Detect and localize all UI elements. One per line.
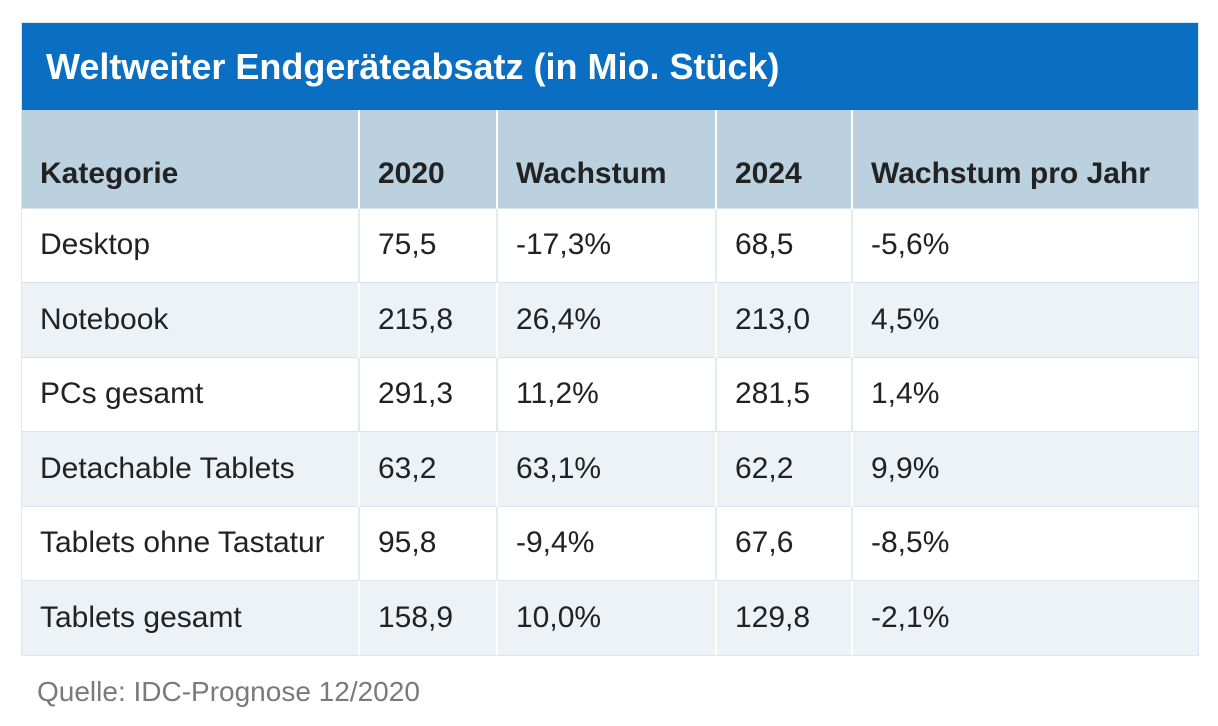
cell-wachstum: -9,4% [496, 505, 716, 581]
cell-2024: 281,5 [715, 356, 852, 432]
cell-2020: 215,8 [358, 282, 497, 357]
cell-kategorie: Detachable Tablets [22, 431, 359, 506]
header-row: Kategorie 2020 Wachstum 2024 Wachstum pr… [22, 110, 1198, 208]
cell-2024: 67,6 [715, 505, 852, 581]
cell-wachstum-pro-jahr: -8,5% [851, 505, 1198, 581]
table-row: Tablets ohne Tastatur 95,8 -9,4% 67,6 -8… [22, 505, 1198, 581]
cell-wachstum-pro-jahr: -5,6% [851, 207, 1198, 283]
cell-wachstum-pro-jahr: 4,5% [851, 282, 1198, 357]
cell-2024: 129,8 [715, 580, 852, 655]
cell-wachstum: 26,4% [496, 282, 716, 357]
table-row: Desktop 75,5 -17,3% 68,5 -5,6% [22, 207, 1198, 283]
column-header-2020: 2020 [358, 110, 497, 208]
cell-2024: 62,2 [715, 431, 852, 506]
cell-wachstum: 10,0% [496, 580, 716, 655]
cell-wachstum: 63,1% [496, 431, 716, 506]
column-header-wachstum-pro-jahr: Wachstum pro Jahr [851, 110, 1198, 208]
cell-kategorie: Notebook [22, 282, 359, 357]
column-header-kategorie: Kategorie [40, 156, 179, 190]
source-note: Quelle: IDC-Prognose 12/2020 [37, 676, 420, 707]
cell-kategorie: Tablets ohne Tastatur [22, 505, 359, 581]
table-title: Weltweiter Endgeräteabsatz (in Mio. Stüc… [22, 23, 1198, 110]
cell-wachstum: 11,2% [496, 356, 716, 432]
cell-2024: 68,5 [715, 207, 852, 283]
table-row: Detachable Tablets 63,2 63,1% 62,2 9,9% [22, 431, 1198, 506]
cell-2020: 291,3 [358, 356, 497, 432]
cell-wachstum-pro-jahr: -2,1% [851, 580, 1198, 655]
cell-kategorie: PCs gesamt [22, 356, 359, 432]
table-row: PCs gesamt 291,3 11,2% 281,5 1,4% [22, 356, 1198, 432]
cell-2020: 95,8 [358, 505, 497, 581]
cell-wachstum-pro-jahr: 1,4% [851, 356, 1198, 432]
cell-wachstum-pro-jahr: 9,9% [851, 431, 1198, 506]
cell-2020: 75,5 [358, 207, 497, 283]
column-header-wachstum: Wachstum [496, 110, 716, 208]
data-table: Kategorie 2020 Wachstum 2024 Wachstum pr… [22, 110, 1198, 655]
cell-2020: 158,9 [358, 580, 497, 655]
cell-2020: 63,2 [358, 431, 497, 506]
data-table-container: Weltweiter Endgeräteabsatz (in Mio. Stüc… [21, 22, 1199, 656]
table-row: Tablets gesamt 158,9 10,0% 129,8 -2,1% [22, 580, 1198, 655]
cell-kategorie: Tablets gesamt [22, 580, 359, 655]
table-row: Notebook 215,8 26,4% 213,0 4,5% [22, 282, 1198, 357]
column-header-2024: 2024 [715, 110, 852, 208]
cell-kategorie: Desktop [22, 207, 359, 283]
cell-2024: 213,0 [715, 282, 852, 357]
cell-wachstum: -17,3% [496, 207, 716, 283]
